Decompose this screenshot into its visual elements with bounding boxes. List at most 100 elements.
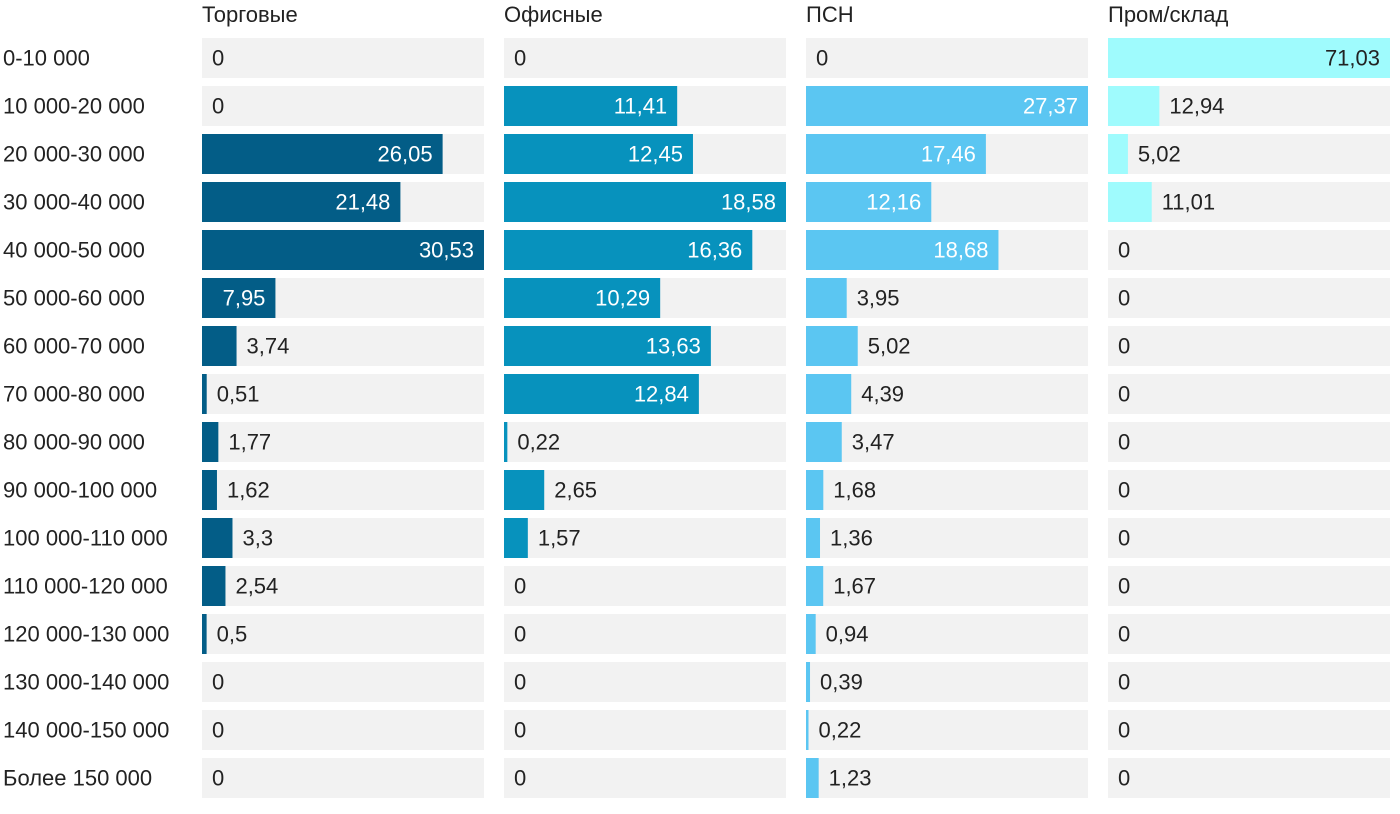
bar	[1108, 86, 1160, 126]
data-label: 3,95	[857, 286, 900, 311]
category-label: 80 000-90 000	[3, 430, 145, 455]
bar	[806, 326, 858, 366]
bar	[504, 86, 678, 126]
data-label: 1,23	[829, 766, 872, 791]
data-label: 0	[514, 46, 526, 71]
data-label: 12,94	[1169, 94, 1224, 119]
series-header: Торговые	[202, 2, 298, 27]
bar-track	[1108, 662, 1390, 702]
bar	[504, 134, 693, 174]
data-label: 1,77	[228, 430, 271, 455]
bar	[806, 758, 819, 798]
bar	[504, 374, 699, 414]
data-label: 0	[212, 766, 224, 791]
data-label: 11,01	[1162, 190, 1215, 215]
data-label: 13,63	[646, 334, 701, 359]
data-label: 0	[1118, 238, 1130, 263]
bar-track	[1108, 710, 1390, 750]
bar-track	[202, 758, 484, 798]
bar	[1108, 38, 1390, 78]
bar	[1108, 134, 1128, 174]
bar-track	[202, 710, 484, 750]
data-label: 1,57	[538, 526, 581, 551]
data-label: 0	[514, 574, 526, 599]
bar	[202, 326, 237, 366]
category-label: 50 000-60 000	[3, 286, 145, 311]
data-label: 0	[1118, 622, 1130, 647]
data-label: 17,46	[921, 142, 976, 167]
bar	[504, 230, 753, 270]
data-label: 26,05	[378, 142, 433, 167]
data-label: 0	[212, 670, 224, 695]
category-label: Более 150 000	[3, 766, 152, 791]
bar	[806, 470, 824, 510]
bar-track	[806, 470, 1088, 510]
data-label: 0	[1118, 526, 1130, 551]
bar-track	[1108, 134, 1390, 174]
category-label: 0-10 000	[3, 46, 90, 71]
data-label: 0	[514, 766, 526, 791]
bar-track	[1108, 182, 1390, 222]
bar	[202, 134, 443, 174]
data-label: 18,68	[933, 238, 988, 263]
bar-track	[202, 470, 484, 510]
bar	[806, 710, 809, 750]
bar	[202, 230, 484, 270]
data-label: 10,29	[595, 286, 650, 311]
data-label: 3,3	[242, 526, 273, 551]
bar-track	[504, 758, 786, 798]
bar	[202, 278, 276, 318]
bar	[504, 518, 528, 558]
data-label: 0,39	[820, 670, 863, 695]
data-label: 1,36	[830, 526, 873, 551]
data-label: 0	[816, 46, 828, 71]
bar	[806, 662, 811, 702]
category-label: 100 000-110 000	[3, 526, 168, 551]
bar-track	[202, 422, 484, 462]
bar	[806, 182, 932, 222]
bar-track	[1108, 566, 1390, 606]
data-label: 27,37	[1023, 94, 1078, 119]
data-label: 12,84	[634, 382, 689, 407]
bar-track	[202, 374, 484, 414]
bar	[806, 566, 824, 606]
bar	[202, 518, 233, 558]
series-header: ПСН	[806, 2, 854, 27]
bar-track	[806, 374, 1088, 414]
data-label: 12,16	[866, 190, 921, 215]
data-label: 3,74	[247, 334, 290, 359]
bar-track	[504, 614, 786, 654]
category-label: 110 000-120 000	[3, 574, 168, 599]
bar-track	[202, 614, 484, 654]
category-label: 70 000-80 000	[3, 382, 145, 407]
bar	[1108, 182, 1152, 222]
data-label: 2,54	[235, 574, 278, 599]
bar-track	[202, 326, 484, 366]
bar	[806, 374, 852, 414]
bar	[806, 518, 821, 558]
bar-track	[1108, 230, 1390, 270]
bar-track	[504, 38, 786, 78]
data-label: 0	[212, 718, 224, 743]
data-label: 0	[212, 46, 224, 71]
bar-track	[504, 566, 786, 606]
data-label: 7,95	[223, 286, 266, 311]
bar-track	[1108, 758, 1390, 798]
bar	[806, 230, 999, 270]
bar-track	[504, 710, 786, 750]
data-label: 2,65	[554, 478, 597, 503]
bar-track	[806, 710, 1088, 750]
data-label: 18,58	[721, 190, 776, 215]
data-label: 0,51	[217, 382, 260, 407]
data-label: 1,67	[833, 574, 876, 599]
bar	[504, 182, 786, 222]
bar	[202, 182, 401, 222]
bar-track	[1108, 614, 1390, 654]
bar	[202, 422, 219, 462]
category-label: 10 000-20 000	[3, 94, 145, 119]
data-label: 0,22	[517, 430, 560, 455]
bar-track	[504, 470, 786, 510]
data-label: 1,68	[833, 478, 876, 503]
bar	[504, 470, 545, 510]
bar	[806, 134, 986, 174]
